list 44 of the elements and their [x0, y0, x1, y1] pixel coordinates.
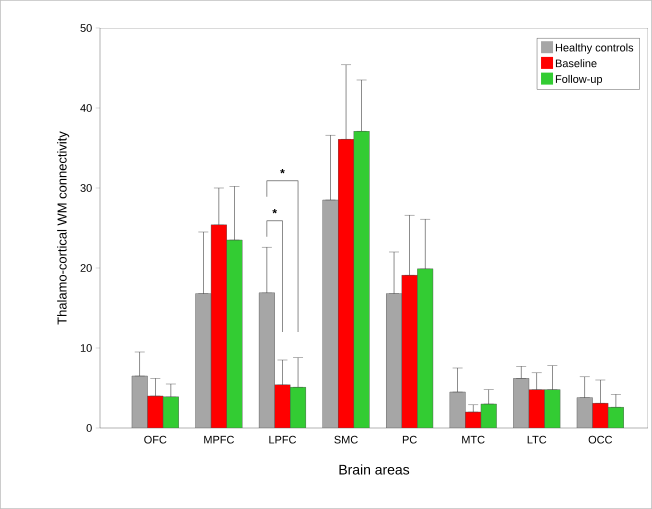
bar: [162, 396, 179, 428]
bar: [417, 268, 434, 428]
bar: [147, 396, 164, 428]
bar: [402, 275, 418, 428]
bar: [513, 378, 530, 428]
bar: [290, 387, 306, 428]
x-tick-label: LTC: [528, 436, 546, 444]
bar: [450, 392, 466, 428]
bar: [608, 407, 624, 428]
bar: [544, 389, 560, 428]
x-tick-label: MTC: [462, 436, 485, 444]
legend-label: Healthy controls: [556, 43, 634, 54]
y-tick-label: 20: [80, 264, 92, 272]
bar: [210, 224, 227, 428]
bar: [226, 240, 242, 428]
bar: [465, 412, 482, 428]
bar: [338, 139, 354, 428]
bar: [258, 292, 275, 428]
x-tick-label: SMC: [334, 436, 358, 444]
bar: [386, 293, 402, 428]
x-tick-label: LPFC: [269, 436, 296, 444]
x-tick-label: PC: [402, 436, 417, 444]
x-tick-label: OCC: [588, 436, 612, 444]
bar: [274, 384, 290, 428]
x-axis-title: Brain areas: [339, 464, 410, 475]
bar: [132, 376, 148, 428]
bar: [322, 200, 338, 428]
y-tick-label: 40: [80, 104, 92, 112]
x-tick-label: OFC: [144, 436, 166, 444]
y-axis-title: Thalamo-cortical WM connectivity: [57, 131, 70, 325]
legend-label: Follow-up: [556, 74, 602, 86]
bar: [354, 131, 370, 428]
x-tick-label: MPFC: [204, 436, 234, 444]
annotation: *: [272, 208, 277, 214]
y-tick-label: 10: [80, 344, 92, 352]
annotation: *: [280, 168, 285, 174]
bar: [528, 389, 545, 428]
bar: [195, 293, 212, 428]
y-tick-label: 0: [86, 424, 92, 432]
bar: [576, 397, 593, 428]
legend-label: Baseline: [556, 59, 597, 68]
y-tick-label: 30: [80, 184, 92, 192]
y-tick-label: 50: [80, 24, 92, 32]
bar: [592, 403, 608, 428]
